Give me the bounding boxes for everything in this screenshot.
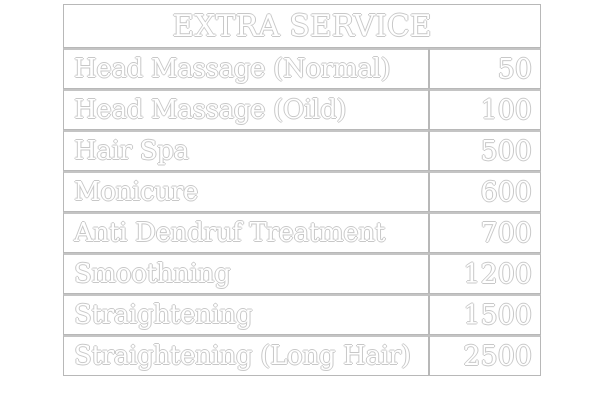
service-price: 500 <box>429 130 541 171</box>
service-price: 600 <box>429 171 541 212</box>
service-name: Head Massage (Oild) <box>63 89 429 130</box>
service-name: Hair Spa <box>63 130 429 171</box>
service-name: Straightening (Long Hair) <box>63 335 429 376</box>
table-header-row: EXTRA SERVICE <box>63 4 541 48</box>
service-price: 1500 <box>429 294 541 335</box>
service-price: 50 <box>429 48 541 89</box>
table-row: Smoothning 1200 <box>63 253 541 294</box>
extra-service-table: EXTRA SERVICE Head Massage (Normal) 50 Hea… <box>63 4 541 376</box>
service-price: 1200 <box>429 253 541 294</box>
service-name: Monicure <box>63 171 429 212</box>
service-name: Head Massage (Normal) <box>63 48 429 89</box>
table-row: Head Massage (Oild) 100 <box>63 89 541 130</box>
service-name: Straightening <box>63 294 429 335</box>
table-row: Straightening 1500 <box>63 294 541 335</box>
table-title: EXTRA SERVICE <box>63 4 541 48</box>
table-row: Hair Spa 500 <box>63 130 541 171</box>
service-price: 100 <box>429 89 541 130</box>
table-row: Monicure 600 <box>63 171 541 212</box>
service-name: Smoothning <box>63 253 429 294</box>
table-row: Anti Dendruf Treatment 700 <box>63 212 541 253</box>
service-name: Anti Dendruf Treatment <box>63 212 429 253</box>
table-row: Head Massage (Normal) 50 <box>63 48 541 89</box>
service-price: 700 <box>429 212 541 253</box>
table-row: Straightening (Long Hair) 2500 <box>63 335 541 376</box>
service-price: 2500 <box>429 335 541 376</box>
